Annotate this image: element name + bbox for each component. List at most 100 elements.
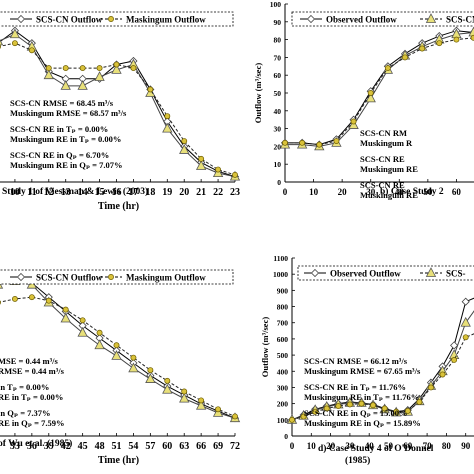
data-point <box>111 64 122 74</box>
data-point <box>96 329 103 336</box>
stat-annotation: Muskingum RE <box>360 164 418 174</box>
x-tick-label: 10 <box>307 441 317 451</box>
data-point <box>164 113 171 120</box>
x-tick-label: 60 <box>162 441 172 452</box>
data-point <box>358 400 365 407</box>
stat-annotation: Muskingum RE in Tₚ = 0.00% <box>10 134 121 144</box>
stat-annotation: SCS-CN RMSE = 68.45 m³/s <box>10 98 114 108</box>
panel-a: 10 11 12 13 14 15 16 17 18 19 20 21 22 23 Time (hr) SCS… <box>0 11 241 212</box>
x-tick-label: 11 <box>27 187 36 198</box>
panel-d: 0 10 20 30 40 50 60 70 80 90010020030040050060070… <box>260 254 474 466</box>
data-point <box>215 166 222 173</box>
y-tick-label: 900 <box>277 286 289 295</box>
legend-label: Observed Outflow <box>326 15 397 25</box>
data-point <box>404 407 411 414</box>
data-point <box>77 326 88 337</box>
data-point <box>419 45 426 52</box>
data-point <box>451 356 458 363</box>
data-point <box>162 122 173 133</box>
data-point <box>28 47 35 54</box>
stat-annotation: Muskingum RMSE = 67.65 m³/s <box>304 366 421 376</box>
x-tick-label: 63 <box>179 441 189 452</box>
legend-label: SCS-CN <box>446 15 474 25</box>
y-tick-label: 300 <box>277 383 289 392</box>
data-point <box>439 371 446 378</box>
data-point <box>232 171 238 178</box>
x-tick-label: 54 <box>128 441 138 452</box>
data-point <box>461 297 470 306</box>
x-tick-label: 0 <box>290 441 295 451</box>
x-tick-label: 10 <box>309 187 319 197</box>
data-point <box>94 339 105 350</box>
x-tick-label: 16 <box>112 187 122 198</box>
data-point <box>9 28 21 39</box>
data-point <box>77 80 88 90</box>
data-point <box>45 297 52 304</box>
x-tick-label: 0 <box>283 187 288 197</box>
y-tick-label: 70 <box>274 53 282 62</box>
data-point <box>147 367 154 374</box>
legend-marker <box>108 16 114 22</box>
y-tick-label: 1000 <box>273 270 288 279</box>
stat-annotation: SCS-CN RE in Qₚ = 6.70% <box>10 150 109 160</box>
y-tick-label: 0 <box>284 432 288 441</box>
panel-b: 0 10 20 30 40 50 60 0 10 20 30 40 50 60 70 80 90 100 Outfl… <box>253 0 474 200</box>
y-tick-label: 100 <box>277 416 289 425</box>
x-tick-label: 21 <box>196 187 206 198</box>
stat-annotation: RE in Qₚ = 7.59% <box>0 418 64 428</box>
data-point <box>28 294 35 301</box>
x-tick-label: 80 <box>442 441 452 451</box>
x-tick-label: 20 <box>326 441 336 451</box>
x-tick-label: 48 <box>95 441 105 452</box>
data-point <box>416 399 423 405</box>
data-point <box>0 44 1 49</box>
x-tick-label: 18 <box>145 187 155 198</box>
stat-annotation: SCS-CN RE <box>360 154 405 164</box>
data-point <box>0 39 4 46</box>
data-point <box>113 342 120 349</box>
x-tick-label: 12 <box>44 187 54 198</box>
data-point <box>128 362 139 373</box>
data-point <box>195 160 207 170</box>
data-point <box>113 61 120 68</box>
data-point <box>130 65 137 72</box>
stat-annotation: Muskingum RE in Tₚ = 11.76% <box>304 392 419 402</box>
x-tick-label: 57 <box>145 441 155 452</box>
data-point <box>198 397 205 404</box>
y-tick-label: 90 <box>274 18 282 27</box>
data-point <box>164 377 171 384</box>
data-point <box>384 65 391 72</box>
stat-annotation: RMSE = 0.44 m³/s <box>0 366 65 376</box>
x-tick-label: 40 <box>395 187 405 197</box>
x-tick-label: 39 <box>44 441 54 452</box>
x-tick-label: 60 <box>403 441 413 451</box>
data-point <box>79 317 86 324</box>
data-point <box>181 388 188 395</box>
data-point <box>130 354 137 361</box>
legend-label: SCS-CN Outflow <box>36 273 103 283</box>
data-point <box>370 402 377 409</box>
data-point <box>11 40 18 47</box>
x-tick-label: 20 <box>338 187 348 197</box>
data-point <box>453 36 460 43</box>
panel-caption: b) Case Study 2 <box>380 186 444 197</box>
stat-annotation: SCS-CN RE in Qₚ = 15.00% <box>304 408 408 418</box>
stat-annotation: SCS-CN RE <box>360 180 405 190</box>
legend-label: Observed Outflow <box>330 269 401 279</box>
series-line-2 <box>291 333 474 421</box>
y-tick-label: 1100 <box>273 254 288 263</box>
legend-marker <box>108 274 114 280</box>
x-tick-label: 40 <box>365 441 375 451</box>
data-point <box>436 40 443 47</box>
data-point <box>333 138 340 145</box>
data-point <box>45 65 52 72</box>
data-point <box>94 71 105 81</box>
y-tick-label: 600 <box>277 335 289 344</box>
x-tick-label: 23 <box>230 187 240 198</box>
stat-annotation: RE in Tₚ = 0.00% <box>0 392 63 402</box>
data-point <box>462 334 469 341</box>
data-point <box>0 300 1 305</box>
panel-c: 33 36 39 42 45 48 51 54 57 60 63 66 69 72 Time (hr) SCS… <box>0 269 241 466</box>
x-tick-label: 50 <box>423 187 433 197</box>
data-point <box>96 65 103 72</box>
